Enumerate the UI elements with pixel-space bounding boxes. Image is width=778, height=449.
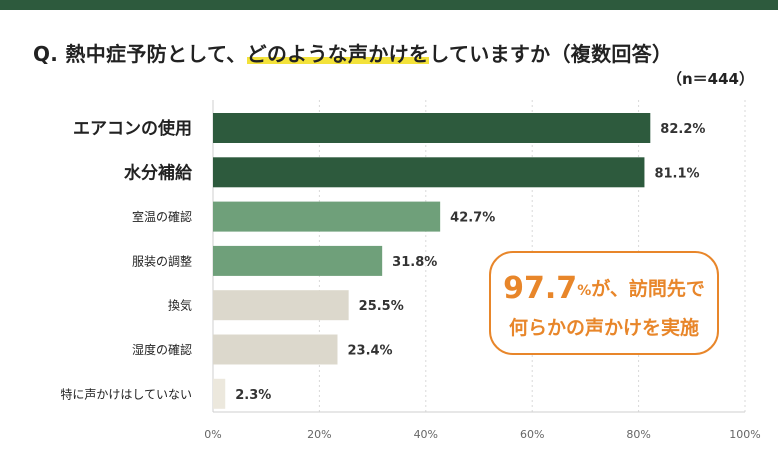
title-suffix: していますか（複数回答）	[429, 42, 673, 66]
category-label: 服装の調整	[132, 253, 192, 268]
category-label: 室温の確認	[132, 209, 192, 224]
value-label: 31.8%	[392, 255, 437, 270]
x-tick-label: 20%	[307, 428, 331, 441]
x-tick-label: 80%	[626, 428, 650, 441]
callout-unit: %	[577, 283, 592, 299]
chart-title: Q. 熱中症予防として、どのような声かけをしていますか（複数回答）	[33, 38, 672, 67]
bar	[213, 378, 226, 409]
category-label: エアコンの使用	[73, 118, 192, 139]
category-label: 水分補給	[124, 162, 193, 183]
x-tick-label: 40%	[414, 428, 438, 441]
category-label: 換気	[168, 298, 192, 313]
title-prefix: Q. 熱中症予防として、	[33, 42, 247, 66]
bar	[213, 290, 349, 321]
value-label: 82.2%	[660, 122, 705, 137]
callout-number: 97.7	[503, 271, 578, 306]
x-tick-label: 100%	[729, 428, 760, 441]
value-label: 23.4%	[347, 344, 392, 359]
title-highlight: どのような声かけを	[246, 42, 430, 66]
bar	[213, 113, 651, 143]
summary-callout: 97.7%が、訪問先で 何らかの声かけを実施	[489, 251, 719, 355]
x-tick-label: 0%	[204, 428, 221, 441]
bar	[213, 157, 645, 188]
callout-line-2: 何らかの声かけを実施	[508, 317, 699, 339]
value-label: 42.7%	[450, 211, 495, 226]
callout-line-1: 97.7%が、訪問先で	[491, 271, 717, 306]
bar	[213, 201, 441, 232]
category-label: 湿度の確認	[132, 342, 192, 357]
category-label: 特に声かけはしていない	[60, 386, 192, 401]
bar	[213, 334, 338, 365]
value-label: 2.3%	[235, 388, 271, 403]
x-tick-label: 60%	[520, 428, 544, 441]
sample-size-label: （n＝444）	[667, 70, 754, 88]
callout-line-1-rest: が、訪問先で	[591, 278, 705, 300]
top-accent-bar	[0, 0, 778, 10]
value-label: 81.1%	[654, 166, 699, 181]
value-label: 25.5%	[359, 299, 404, 314]
bar	[213, 245, 383, 276]
